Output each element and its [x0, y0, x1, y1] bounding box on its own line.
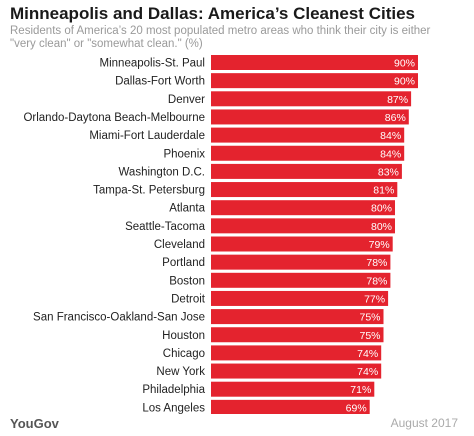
bar [211, 290, 389, 306]
bar-row: Cleveland 79% [154, 236, 393, 252]
category-label: Philadelphia [142, 384, 205, 396]
category-label: Cleveland [154, 239, 205, 251]
bar-row: Portland 78% [162, 254, 391, 270]
bar [211, 309, 384, 325]
chart-subtitle: Residents of America’s 20 most populated… [10, 25, 431, 50]
bar-row: Minneapolis-St. Paul 90% [100, 55, 418, 70]
bar-row: Atlanta 80% [169, 200, 395, 216]
bar-row: Miami-Fort Lauderdale 84% [89, 127, 405, 143]
bar [211, 327, 384, 343]
bar [211, 145, 405, 161]
chart-title: Minneapolis and Dallas: America’s Cleane… [10, 4, 415, 23]
bar [211, 200, 395, 216]
bar-row: New York 74% [156, 363, 382, 379]
value-label: 83% [378, 166, 399, 178]
bar-row: Chicago 74% [163, 345, 382, 361]
category-label: Detroit [171, 293, 206, 305]
value-label: 86% [385, 112, 406, 124]
bar-row: Boston 78% [169, 272, 391, 288]
value-label: 80% [371, 221, 392, 233]
bar [211, 73, 418, 89]
category-label: Tampa-St. Petersburg [93, 185, 205, 197]
bar-row: Houston 75% [162, 327, 384, 343]
value-label: 75% [359, 330, 380, 342]
bar [211, 182, 398, 198]
bar [211, 127, 405, 143]
category-label: Phoenix [163, 148, 205, 160]
value-label: 74% [357, 366, 378, 378]
bar [211, 363, 382, 379]
bar-row: Los Angeles 69% [142, 399, 370, 414]
category-label: Houston [162, 330, 205, 342]
value-label: 69% [346, 402, 367, 414]
category-label: Atlanta [169, 203, 205, 215]
value-label: 78% [366, 275, 387, 287]
value-label: 84% [380, 130, 401, 142]
bar [211, 163, 402, 179]
bar-row: Washington D.C. 83% [119, 163, 402, 179]
value-label: 77% [364, 293, 385, 305]
value-label: 75% [359, 312, 380, 324]
category-label: San Francisco-Oakland-San Jose [33, 312, 205, 324]
value-label: 74% [357, 348, 378, 360]
bar [211, 272, 391, 288]
publication-date: August 2017 [390, 416, 458, 430]
category-label: Chicago [163, 348, 205, 360]
bar [211, 91, 412, 107]
value-label: 90% [394, 58, 415, 70]
category-label: Minneapolis-St. Paul [100, 58, 205, 70]
category-label: Denver [168, 94, 205, 106]
category-label: Seattle-Tacoma [125, 221, 206, 233]
category-label: New York [156, 366, 205, 378]
category-label: Miami-Fort Lauderdale [89, 130, 205, 142]
bar-row: Denver 87% [168, 91, 412, 107]
bar [211, 109, 409, 125]
value-label: 87% [387, 94, 408, 106]
category-label: Boston [169, 275, 205, 287]
value-label: 90% [394, 76, 415, 88]
bar [211, 399, 370, 414]
category-label: Orlando-Daytona Beach-Melbourne [23, 112, 205, 124]
bar-row: San Francisco-Oakland-San Jose 75% [33, 309, 384, 325]
category-label: Los Angeles [142, 402, 205, 414]
category-label: Dallas-Fort Worth [115, 76, 205, 88]
category-label: Washington D.C. [119, 166, 206, 178]
bar-row: Orlando-Daytona Beach-Melbourne 86% [23, 109, 409, 125]
bar-row: Dallas-Fort Worth 90% [115, 73, 418, 89]
bar-row: Detroit 77% [171, 290, 389, 306]
yougov-logo: YouGov [10, 416, 59, 431]
bar [211, 55, 418, 70]
bar [211, 381, 375, 397]
value-label: 79% [369, 239, 390, 251]
bar [211, 236, 393, 252]
value-label: 84% [380, 148, 401, 160]
bar [211, 345, 382, 361]
bar-row: Phoenix 84% [163, 145, 405, 161]
bar-row: Philadelphia 71% [142, 381, 375, 397]
bar-chart: Minneapolis-St. Paul 90%Dallas-Fort Worth… [23, 55, 418, 414]
bar [211, 218, 395, 234]
value-label: 71% [350, 384, 371, 396]
bar [211, 254, 391, 270]
bar-row: Tampa-St. Petersburg 81% [93, 182, 398, 198]
value-label: 80% [371, 203, 392, 215]
value-label: 78% [366, 257, 387, 269]
category-label: Portland [162, 257, 205, 269]
value-label: 81% [373, 185, 394, 197]
bar-row: Seattle-Tacoma 80% [125, 218, 395, 234]
